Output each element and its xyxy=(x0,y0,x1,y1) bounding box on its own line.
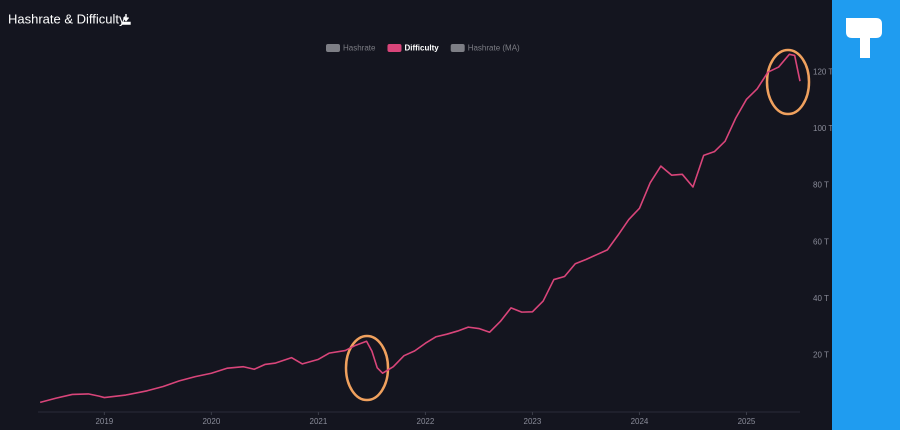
legend-swatch xyxy=(450,44,465,52)
y-tick-label: 60 T xyxy=(813,237,829,246)
x-tick-label: 2019 xyxy=(95,417,113,426)
y-tick-label: 120 T xyxy=(813,68,832,77)
logo xyxy=(846,18,882,58)
x-tick-label: 2023 xyxy=(524,417,542,426)
y-tick-label: 80 T xyxy=(813,181,829,190)
x-tick-label: 2024 xyxy=(631,417,649,426)
y-tick-label: 100 T xyxy=(813,124,832,133)
legend-swatch xyxy=(326,44,340,52)
download-icon[interactable] xyxy=(121,14,131,25)
legend-label[interactable]: Hashrate (MA) xyxy=(468,44,520,53)
y-tick-label: 40 T xyxy=(813,294,829,303)
legend-label[interactable]: Difficulty xyxy=(404,44,439,53)
chart: Hashrate & Difficulty 20 T 40 T 60 T 80 T 10… xyxy=(8,11,832,426)
legend-swatch xyxy=(387,44,402,52)
difficulty-line xyxy=(39,53,801,404)
highlight-circle xyxy=(765,48,811,116)
x-tick-label: 2022 xyxy=(417,417,435,426)
highlight-circle xyxy=(344,334,390,402)
side-panel xyxy=(832,0,900,430)
x-tick-label: 2025 xyxy=(738,417,756,426)
x-tick-label: 2020 xyxy=(202,417,220,426)
legend-label[interactable]: Hashrate xyxy=(343,44,376,53)
chart-title: Hashrate & Difficulty xyxy=(8,11,126,26)
y-tick-label: 20 T xyxy=(813,351,829,360)
x-tick-label: 2021 xyxy=(310,417,328,426)
